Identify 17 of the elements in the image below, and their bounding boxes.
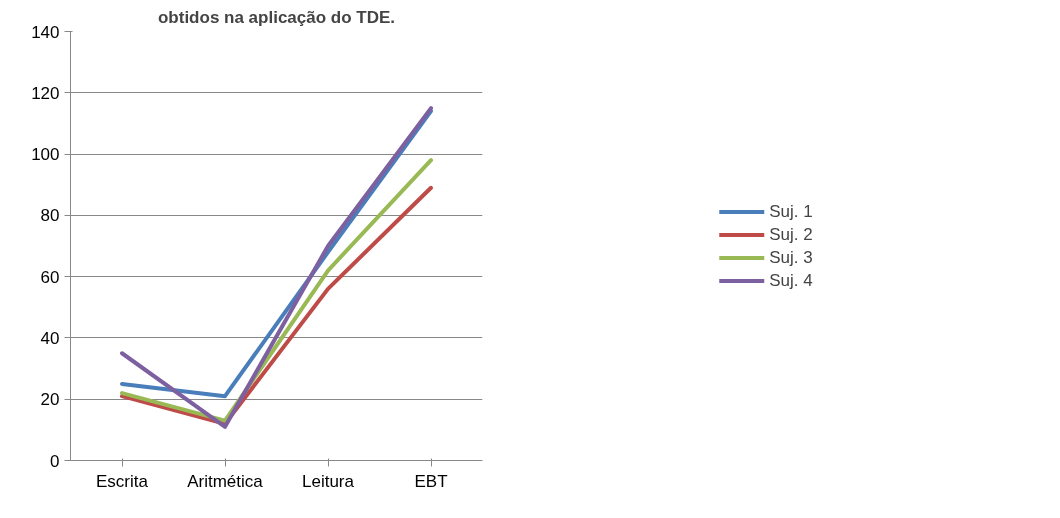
y-tick-label: 120 — [31, 83, 60, 103]
legend-label: Suj. 3 — [769, 247, 813, 267]
x-tick-label: Aritmética — [187, 471, 264, 491]
y-tick-label: 60 — [40, 267, 60, 287]
legend-label: Suj. 2 — [769, 224, 813, 244]
legend-label: Suj. 4 — [769, 270, 813, 290]
y-tick-label: 80 — [40, 206, 60, 226]
y-tick-label: 20 — [40, 390, 60, 410]
x-tick-label: Leitura — [302, 471, 355, 491]
y-tick-label: 0 — [50, 451, 60, 471]
y-tick-label: 140 — [31, 22, 60, 42]
x-tick-label: Escrita — [96, 471, 149, 491]
y-tick-label: 100 — [31, 145, 60, 165]
chart-title: obtidos na aplicação do TDE. — [157, 7, 396, 27]
legend-label: Suj. 1 — [769, 201, 813, 221]
x-tick-label: EBT — [414, 471, 448, 491]
y-tick-label: 40 — [40, 328, 60, 348]
